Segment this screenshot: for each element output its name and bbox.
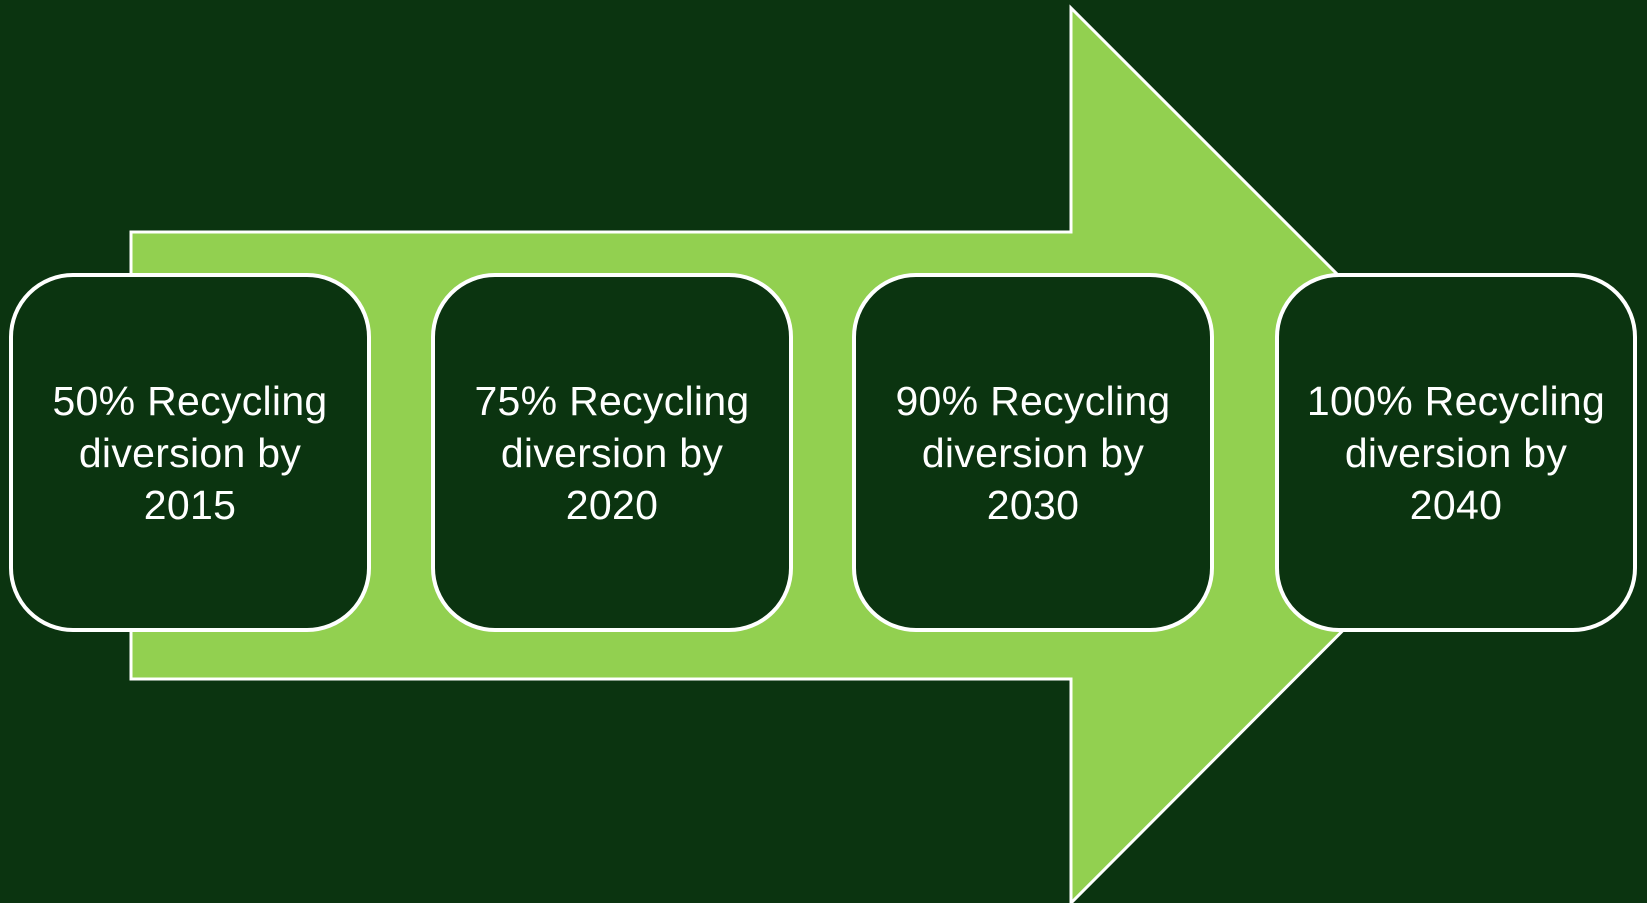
- milestone-box-2020: 75% Recycling diversion by 2020: [431, 273, 793, 632]
- arrow-shape: [129, 4, 1521, 903]
- milestone-label: 100% Recycling diversion by 2040: [1306, 377, 1606, 528]
- milestone-box-2030: 90% Recycling diversion by 2030: [852, 273, 1214, 632]
- milestone-label: 90% Recycling diversion by 2030: [895, 377, 1171, 528]
- milestone-label: 75% Recycling diversion by 2020: [474, 377, 750, 528]
- milestone-box-2040: 100% Recycling diversion by 2040: [1275, 273, 1637, 632]
- milestone-box-2015: 50% Recycling diversion by 2015: [9, 273, 371, 632]
- milestone-label: 50% Recycling diversion by 2015: [52, 377, 328, 528]
